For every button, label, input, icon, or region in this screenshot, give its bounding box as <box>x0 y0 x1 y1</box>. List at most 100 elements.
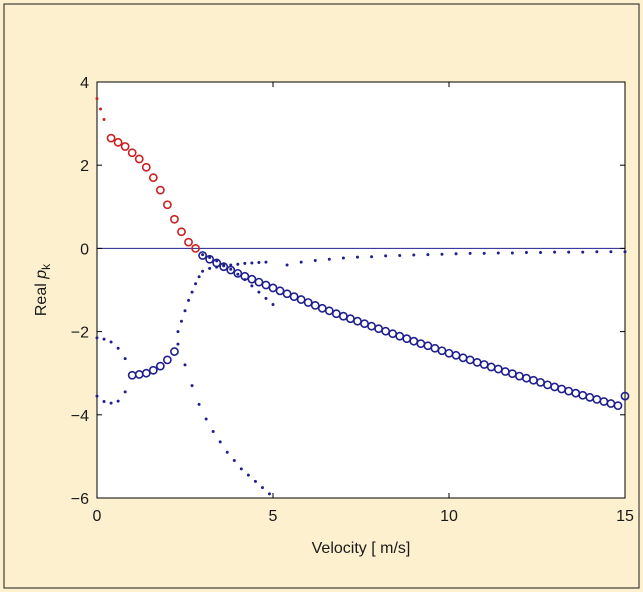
data-point <box>229 263 233 267</box>
data-point <box>141 368 151 378</box>
data-point <box>127 148 137 158</box>
series-8 <box>176 342 271 496</box>
y-tick-label: −4 <box>71 408 89 425</box>
data-point <box>162 200 172 210</box>
data-point <box>250 284 254 288</box>
data-point <box>95 336 99 340</box>
data-point <box>113 137 123 147</box>
data-point <box>197 275 201 279</box>
data-point <box>123 357 127 361</box>
series-1 <box>106 133 200 253</box>
y-tick-label: −6 <box>71 491 89 508</box>
data-point <box>289 292 299 302</box>
data-point <box>95 394 99 398</box>
data-point <box>233 268 243 278</box>
data-point <box>109 340 113 344</box>
y-axis-label-symbol: p <box>33 270 50 280</box>
data-point <box>595 250 599 254</box>
data-point <box>285 263 289 267</box>
data-point <box>253 479 257 483</box>
data-point <box>609 250 613 254</box>
data-point <box>236 272 240 276</box>
y-axis-label-subscript: k <box>39 263 53 270</box>
series-5 <box>95 336 127 361</box>
data-point <box>155 185 165 195</box>
data-point <box>201 269 205 273</box>
data-point <box>299 260 303 264</box>
data-point <box>229 267 233 271</box>
data-point <box>261 280 271 290</box>
x-axis-label: Velocity [ m/s] <box>312 540 411 557</box>
data-point <box>296 295 306 304</box>
data-point <box>243 261 247 265</box>
data-point <box>148 365 158 375</box>
data-point <box>239 467 243 471</box>
y-tick-label: 0 <box>80 241 89 258</box>
data-point <box>271 303 275 307</box>
data-point <box>95 97 99 101</box>
series-3 <box>201 250 627 307</box>
data-point <box>187 298 191 302</box>
y-tick-label: 2 <box>80 158 89 175</box>
data-point <box>620 391 630 401</box>
data-point <box>267 492 271 496</box>
data-point <box>355 255 359 259</box>
y-tick-label: −2 <box>71 325 89 342</box>
y-axis-label-text: Real <box>33 279 50 316</box>
data-point <box>510 251 514 255</box>
data-point <box>176 342 180 346</box>
data-point <box>205 254 215 264</box>
data-point <box>170 347 179 356</box>
data-point <box>581 250 585 254</box>
data-point <box>208 256 212 260</box>
data-point <box>183 309 187 313</box>
data-point <box>236 262 240 266</box>
data-point <box>194 282 198 286</box>
data-point <box>197 402 201 406</box>
data-point <box>257 261 261 265</box>
data-point <box>106 133 116 143</box>
data-point <box>141 162 151 172</box>
data-point <box>341 256 345 260</box>
data-point <box>215 259 219 263</box>
data-point <box>198 251 207 260</box>
data-point <box>257 290 261 294</box>
x-tick-label: 0 <box>93 508 102 525</box>
data-point <box>204 417 208 421</box>
data-point <box>264 296 268 300</box>
series-2 <box>198 251 630 411</box>
data-point <box>264 260 268 264</box>
data-point <box>102 399 106 403</box>
data-point <box>324 306 334 316</box>
data-point <box>247 274 257 284</box>
data-point <box>250 261 254 265</box>
data-point <box>179 319 183 323</box>
data-series <box>95 97 630 496</box>
data-point <box>327 257 331 261</box>
data-point <box>426 253 430 257</box>
data-point <box>222 264 226 268</box>
data-point <box>623 250 627 254</box>
x-tick-label: 5 <box>269 508 278 525</box>
y-axis-label: Real pk <box>33 263 53 316</box>
data-point <box>260 486 264 490</box>
data-point <box>398 253 402 257</box>
data-point <box>232 459 236 463</box>
data-point <box>384 254 388 258</box>
data-point <box>116 399 120 403</box>
data-point <box>191 243 200 253</box>
data-point <box>190 290 194 294</box>
data-point <box>218 440 222 444</box>
series-6 <box>127 347 179 380</box>
series-7 <box>95 390 127 405</box>
data-point <box>155 361 165 371</box>
data-point <box>109 401 113 405</box>
data-point <box>99 107 103 111</box>
data-point <box>454 252 458 256</box>
data-point <box>275 286 285 296</box>
data-point <box>496 251 500 255</box>
data-point <box>524 251 528 255</box>
data-point <box>482 251 486 255</box>
data-point <box>539 251 543 255</box>
